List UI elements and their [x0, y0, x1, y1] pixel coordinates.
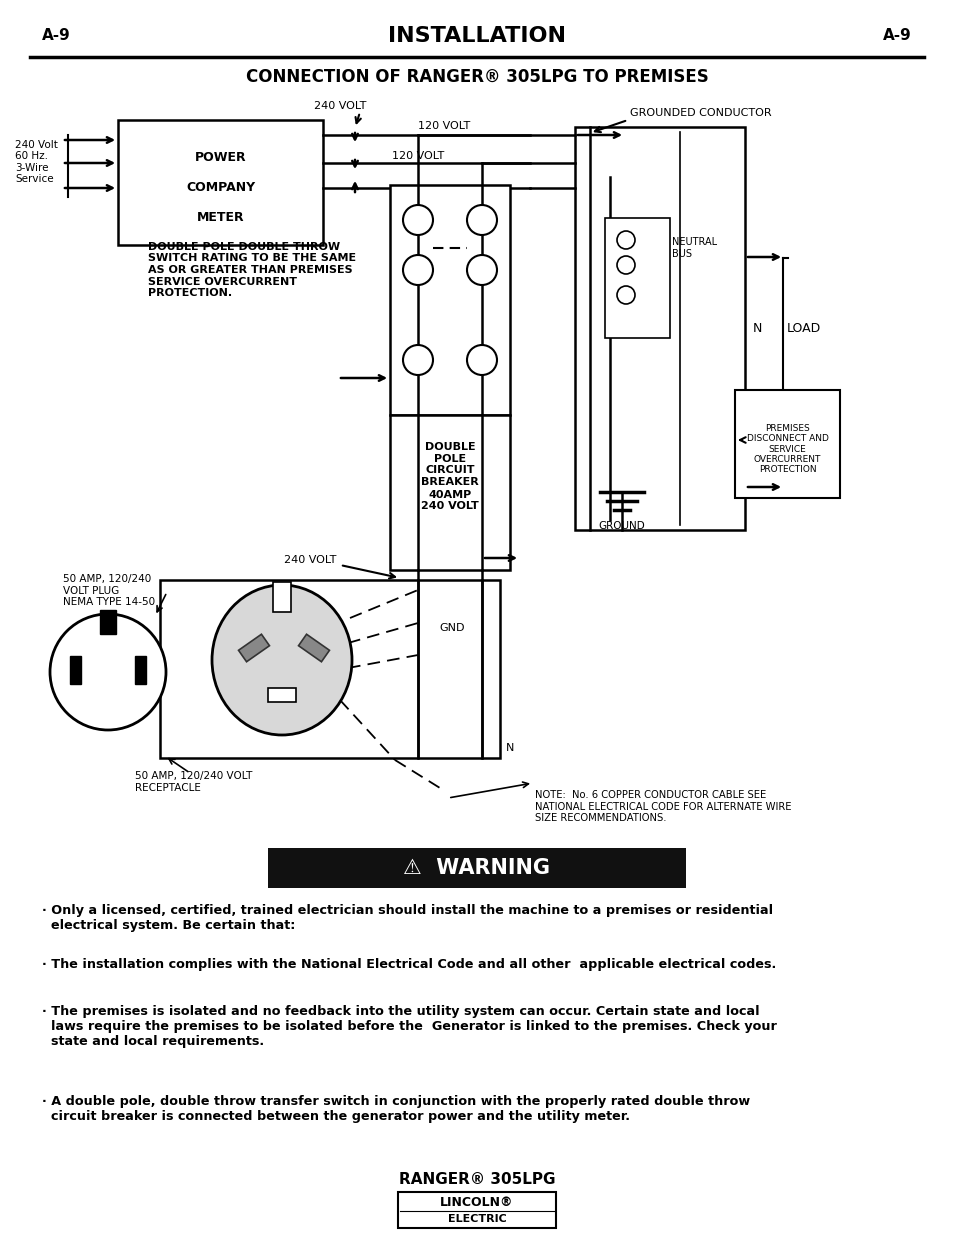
Text: DOUBLE
POLE
CIRCUIT
BREAKER: DOUBLE POLE CIRCUIT BREAKER	[420, 442, 478, 487]
Bar	[298, 635, 329, 662]
Text: 240 VOLT: 240 VOLT	[283, 555, 335, 564]
Circle shape	[617, 287, 635, 304]
Text: 240 Volt
60 Hz.
3-Wire
Service: 240 Volt 60 Hz. 3-Wire Service	[15, 140, 58, 184]
Text: PREMISES
DISCONNECT AND
SERVICE
OVERCURRENT
PROTECTION: PREMISES DISCONNECT AND SERVICE OVERCURR…	[746, 424, 827, 474]
Text: INSTALLATION: INSTALLATION	[388, 26, 565, 46]
Bar	[70, 656, 81, 684]
Bar	[135, 656, 146, 684]
Text: GND: GND	[438, 622, 464, 634]
Text: CONNECTION OF RANGER® 305LPG TO PREMISES: CONNECTION OF RANGER® 305LPG TO PREMISES	[245, 68, 708, 86]
Text: NOTE:  No. 6 COPPER CONDUCTOR CABLE SEE
NATIONAL ELECTRICAL CODE FOR ALTERNATE W: NOTE: No. 6 COPPER CONDUCTOR CABLE SEE N…	[535, 790, 791, 824]
Text: NEUTRAL
BUS: NEUTRAL BUS	[671, 237, 717, 259]
Circle shape	[467, 205, 497, 235]
Text: 120 VOLT: 120 VOLT	[392, 151, 444, 161]
Bar	[160, 580, 499, 758]
Bar	[268, 688, 295, 701]
Text: A-9: A-9	[882, 28, 911, 43]
Text: · The installation complies with the National Electrical Code and all other  app: · The installation complies with the Nat…	[42, 958, 776, 971]
Text: 50 AMP, 120/240
VOLT PLUG
NEMA TYPE 14-50: 50 AMP, 120/240 VOLT PLUG NEMA TYPE 14-5…	[63, 574, 155, 608]
Text: 240 VOLT: 240 VOLT	[314, 101, 366, 111]
Text: 50 AMP, 120/240 VOLT
RECEPTACLE: 50 AMP, 120/240 VOLT RECEPTACLE	[135, 771, 253, 793]
Circle shape	[402, 254, 433, 285]
Circle shape	[402, 345, 433, 375]
Bar	[268, 848, 685, 888]
Text: N: N	[505, 743, 514, 753]
Bar	[118, 120, 323, 245]
Bar	[604, 219, 669, 338]
Text: N: N	[752, 321, 761, 335]
Text: LOAD: LOAD	[786, 321, 821, 335]
Bar	[273, 582, 291, 613]
Text: LINCOLN®: LINCOLN®	[439, 1195, 514, 1209]
Bar	[575, 127, 744, 530]
Text: ELECTRIC: ELECTRIC	[447, 1214, 506, 1224]
Text: · The premises is isolated and no feedback into the utility system can occur. Ce: · The premises is isolated and no feedba…	[42, 1005, 776, 1049]
Text: 120 VOLT: 120 VOLT	[417, 121, 470, 131]
Bar	[390, 415, 510, 571]
Text: · Only a licensed, certified, trained electrician should install the machine to : · Only a licensed, certified, trained el…	[42, 904, 772, 932]
Circle shape	[617, 231, 635, 249]
Circle shape	[617, 256, 635, 274]
Text: A-9: A-9	[42, 28, 71, 43]
Text: DOUBLE POLE DOUBLE THROW
SWITCH RATING TO BE THE SAME
AS OR GREATER THAN PREMISE: DOUBLE POLE DOUBLE THROW SWITCH RATING T…	[148, 242, 355, 298]
Circle shape	[467, 345, 497, 375]
Text: GROUNDED CONDUCTOR: GROUNDED CONDUCTOR	[629, 107, 771, 119]
Text: GROUND: GROUND	[598, 521, 644, 531]
Ellipse shape	[212, 585, 352, 735]
Text: · A double pole, double throw transfer switch in conjunction with the properly r: · A double pole, double throw transfer s…	[42, 1095, 749, 1123]
Bar	[734, 390, 840, 498]
Text: POWER

COMPANY

METER: POWER COMPANY METER	[186, 151, 254, 224]
Circle shape	[467, 254, 497, 285]
Bar	[390, 185, 510, 415]
Circle shape	[50, 614, 166, 730]
Text: 40AMP
240 VOLT: 40AMP 240 VOLT	[420, 490, 478, 511]
Bar	[238, 635, 269, 662]
Bar	[100, 610, 116, 634]
Text: ⚠  WARNING: ⚠ WARNING	[403, 858, 550, 878]
Text: RANGER® 305LPG: RANGER® 305LPG	[398, 1172, 555, 1188]
Bar	[397, 1192, 556, 1228]
Circle shape	[402, 205, 433, 235]
